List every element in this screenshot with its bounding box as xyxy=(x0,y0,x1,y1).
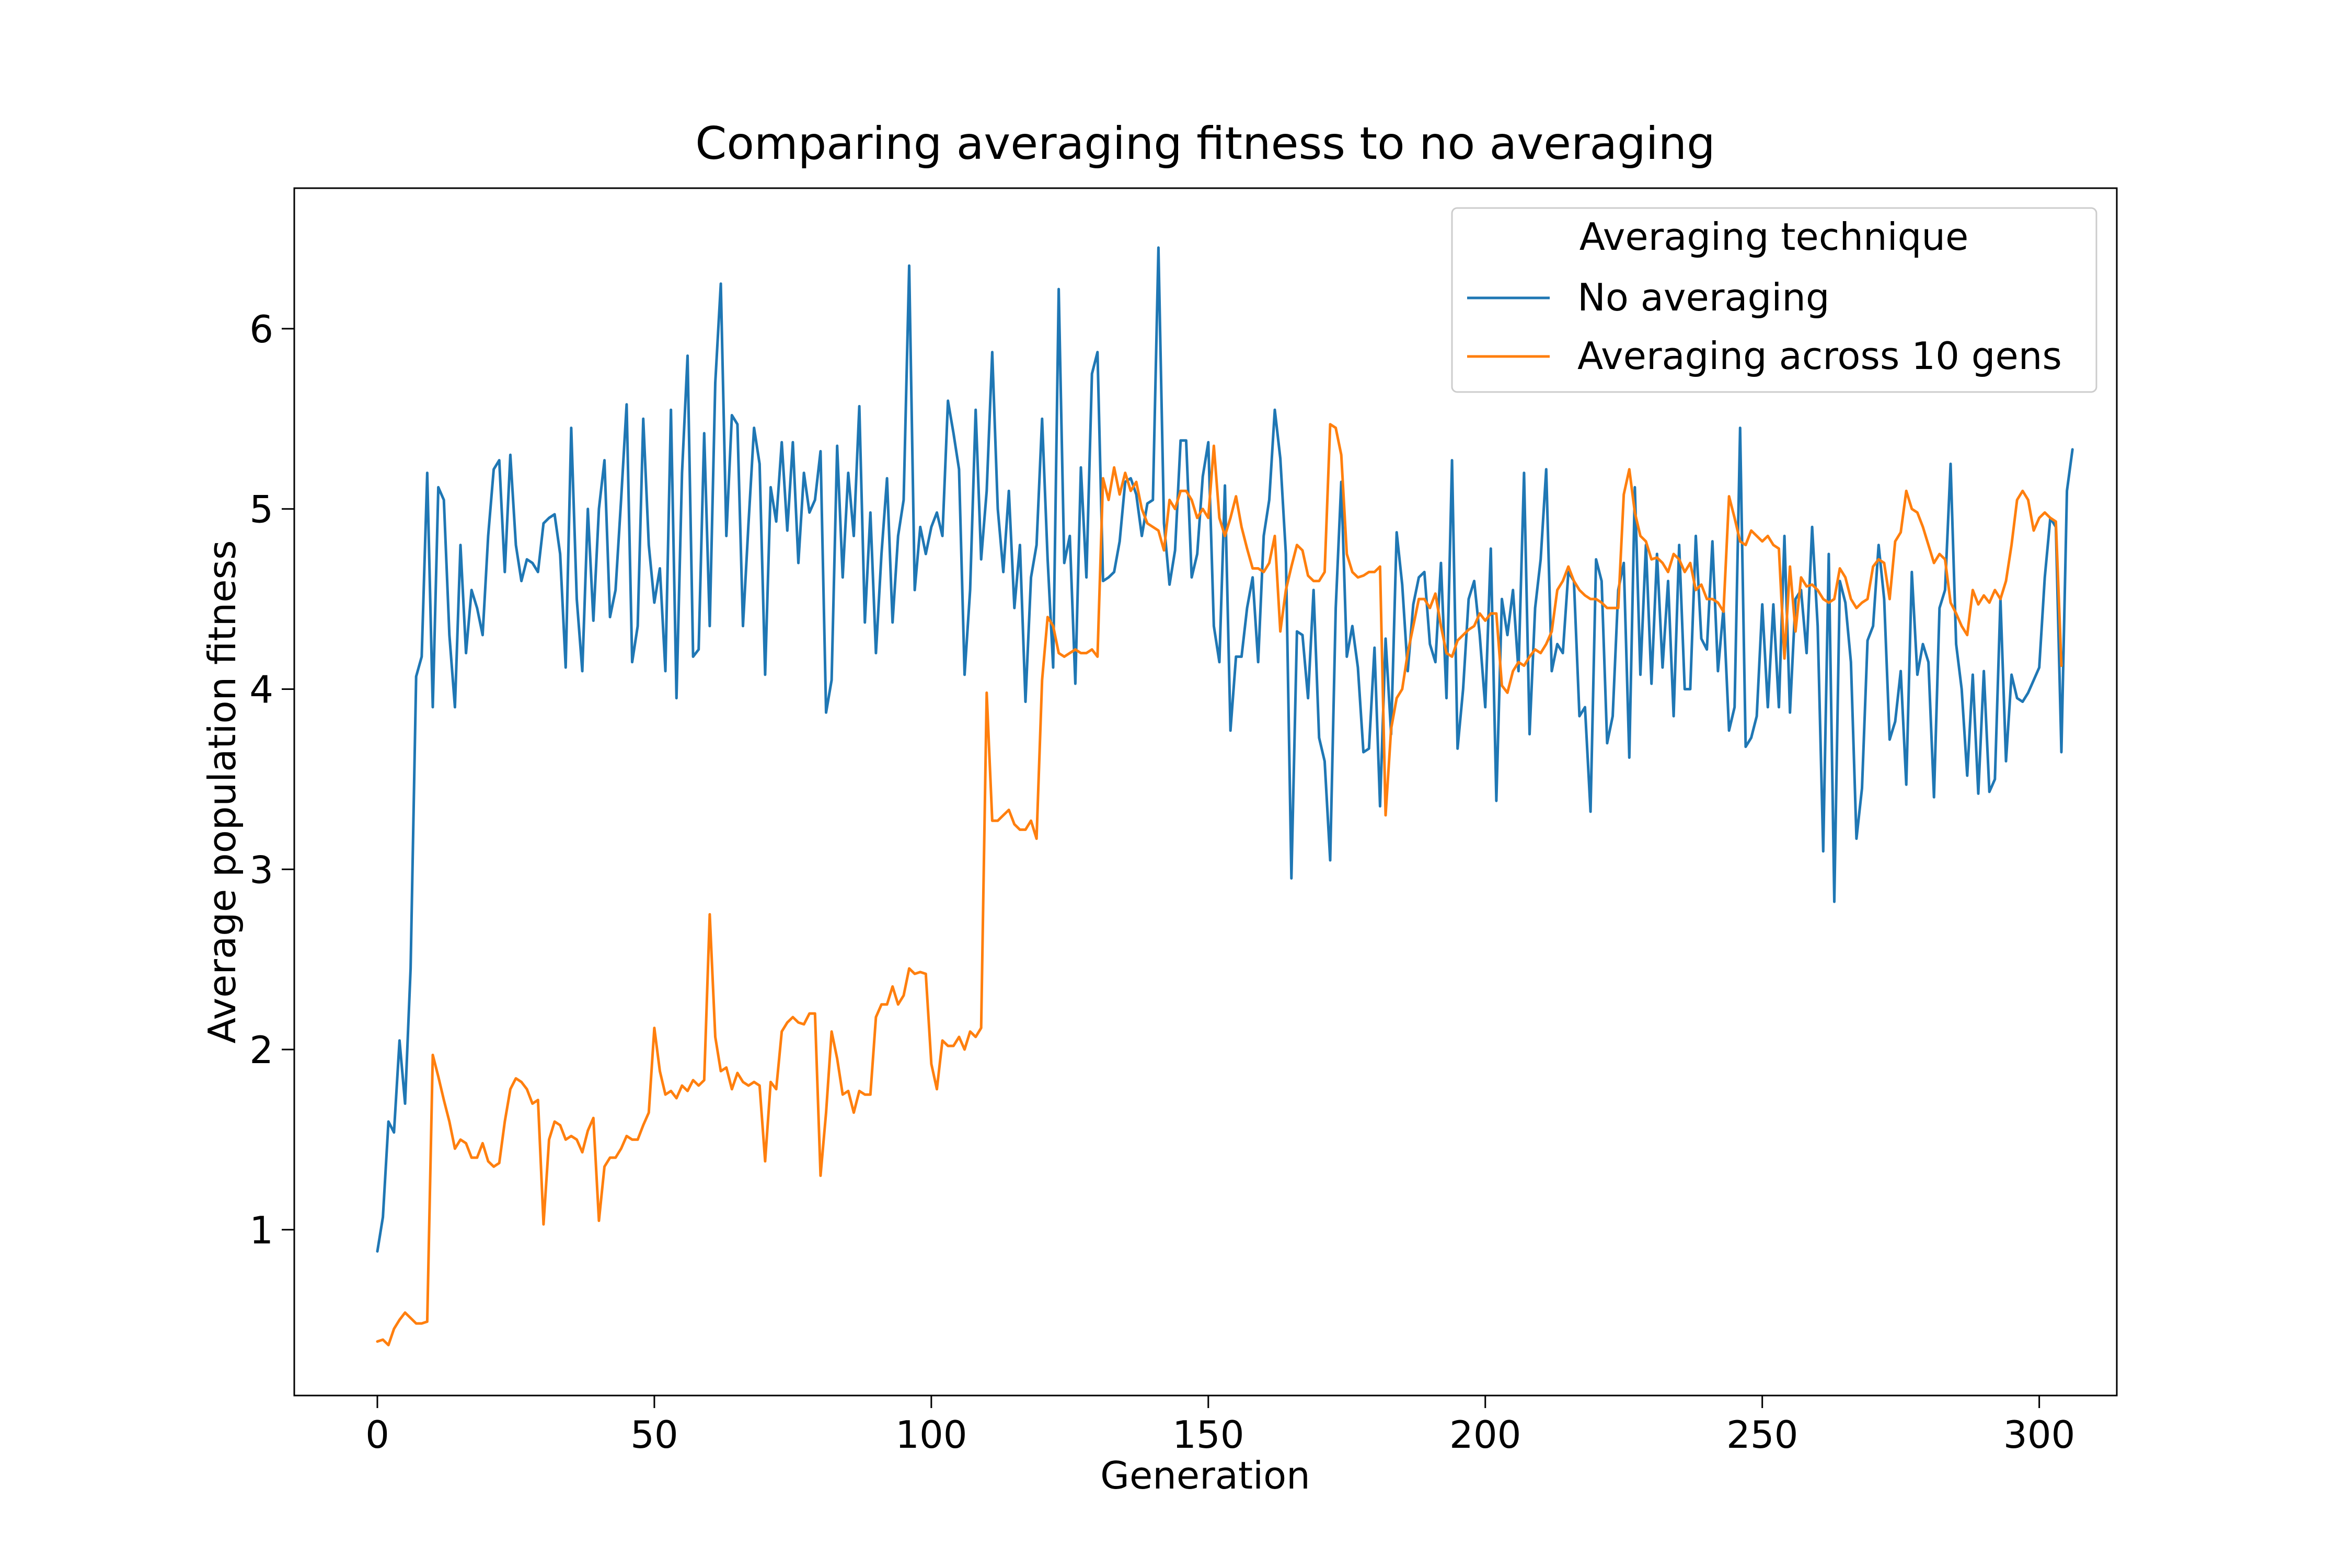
legend-label-no-averaging: No averaging xyxy=(1577,275,1830,319)
y-tick-label: 3 xyxy=(249,848,273,892)
legend-label-averaging-across-10-gens: Averaging across 10 gens xyxy=(1577,334,2062,378)
x-tick-label: 250 xyxy=(1726,1413,1798,1457)
plot-area-frame xyxy=(293,187,2118,1397)
y-axis: 1 2 3 4 5 6 xyxy=(249,307,294,1252)
y-tick-label: 4 xyxy=(249,667,273,711)
x-tick-label: 50 xyxy=(630,1413,678,1457)
series-line-no-averaging xyxy=(376,246,2074,1253)
x-tick-label: 150 xyxy=(1172,1413,1244,1457)
legend-title: Averaging technique xyxy=(1579,215,1969,259)
series-line-averaging-across-10-gens xyxy=(376,423,2063,1346)
x-axis-label: Generation xyxy=(1100,1454,1310,1497)
x-axis: 0 50 100 150 200 250 300 xyxy=(365,1396,2075,1457)
chart-title: Comparing averaging fitness to no averag… xyxy=(695,118,1715,170)
y-tick-label: 5 xyxy=(249,488,273,532)
y-tick-label: 6 xyxy=(249,307,273,351)
x-tick-label: 300 xyxy=(2003,1413,2075,1457)
legend: Averaging technique No averaging Averagi… xyxy=(1451,207,2097,393)
x-tick-label: 100 xyxy=(895,1413,967,1457)
legend-frame xyxy=(1451,207,2097,393)
x-tick-label: 0 xyxy=(365,1413,389,1457)
y-tick-label: 2 xyxy=(249,1028,273,1072)
y-axis-label: Average population fitness xyxy=(200,540,244,1043)
x-tick-label: 200 xyxy=(1449,1413,1521,1457)
y-tick-label: 1 xyxy=(249,1208,273,1252)
